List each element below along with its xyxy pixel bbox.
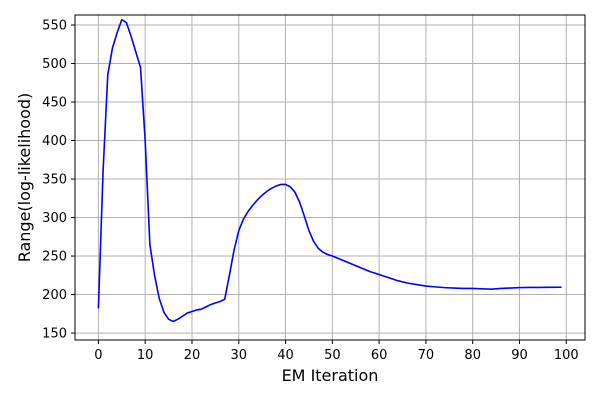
x-tick-label: 40 — [277, 348, 294, 363]
x-tick-label: 50 — [324, 348, 341, 363]
y-tick-label: 550 — [42, 19, 67, 34]
x-tick-label: 10 — [137, 348, 154, 363]
x-tick-label: 60 — [371, 348, 388, 363]
x-tick-label: 100 — [554, 348, 579, 363]
series-layer — [97, 18, 562, 323]
grid-lines — [75, 15, 585, 340]
series-line — [97, 18, 562, 323]
y-tick-label: 300 — [42, 211, 67, 226]
x-tick-label: 70 — [418, 348, 435, 363]
y-tick-label: 150 — [42, 327, 67, 342]
y-tick-label: 350 — [42, 173, 67, 188]
x-tick-label: 30 — [230, 348, 247, 363]
y-tick-label: 400 — [42, 134, 67, 149]
y-axis-title: Range(log-likelihood) — [15, 93, 34, 263]
plot-frame — [74, 14, 586, 341]
y-tick-label: 500 — [42, 57, 67, 72]
y-axis-ticks: 150 200 250 300 350 400 450 500 550 — [42, 19, 75, 342]
y-tick-label: 200 — [42, 288, 67, 303]
x-tick-label: 20 — [184, 348, 201, 363]
x-axis-ticks: 0 10 20 30 40 50 60 70 80 90 100 — [94, 340, 579, 363]
y-tick-label: 450 — [42, 96, 67, 111]
x-tick-label: 80 — [464, 348, 481, 363]
x-tick-label: 0 — [94, 348, 102, 363]
y-tick-label: 250 — [42, 250, 67, 265]
x-tick-label: 90 — [511, 348, 528, 363]
x-axis-title: EM Iteration — [282, 366, 379, 385]
